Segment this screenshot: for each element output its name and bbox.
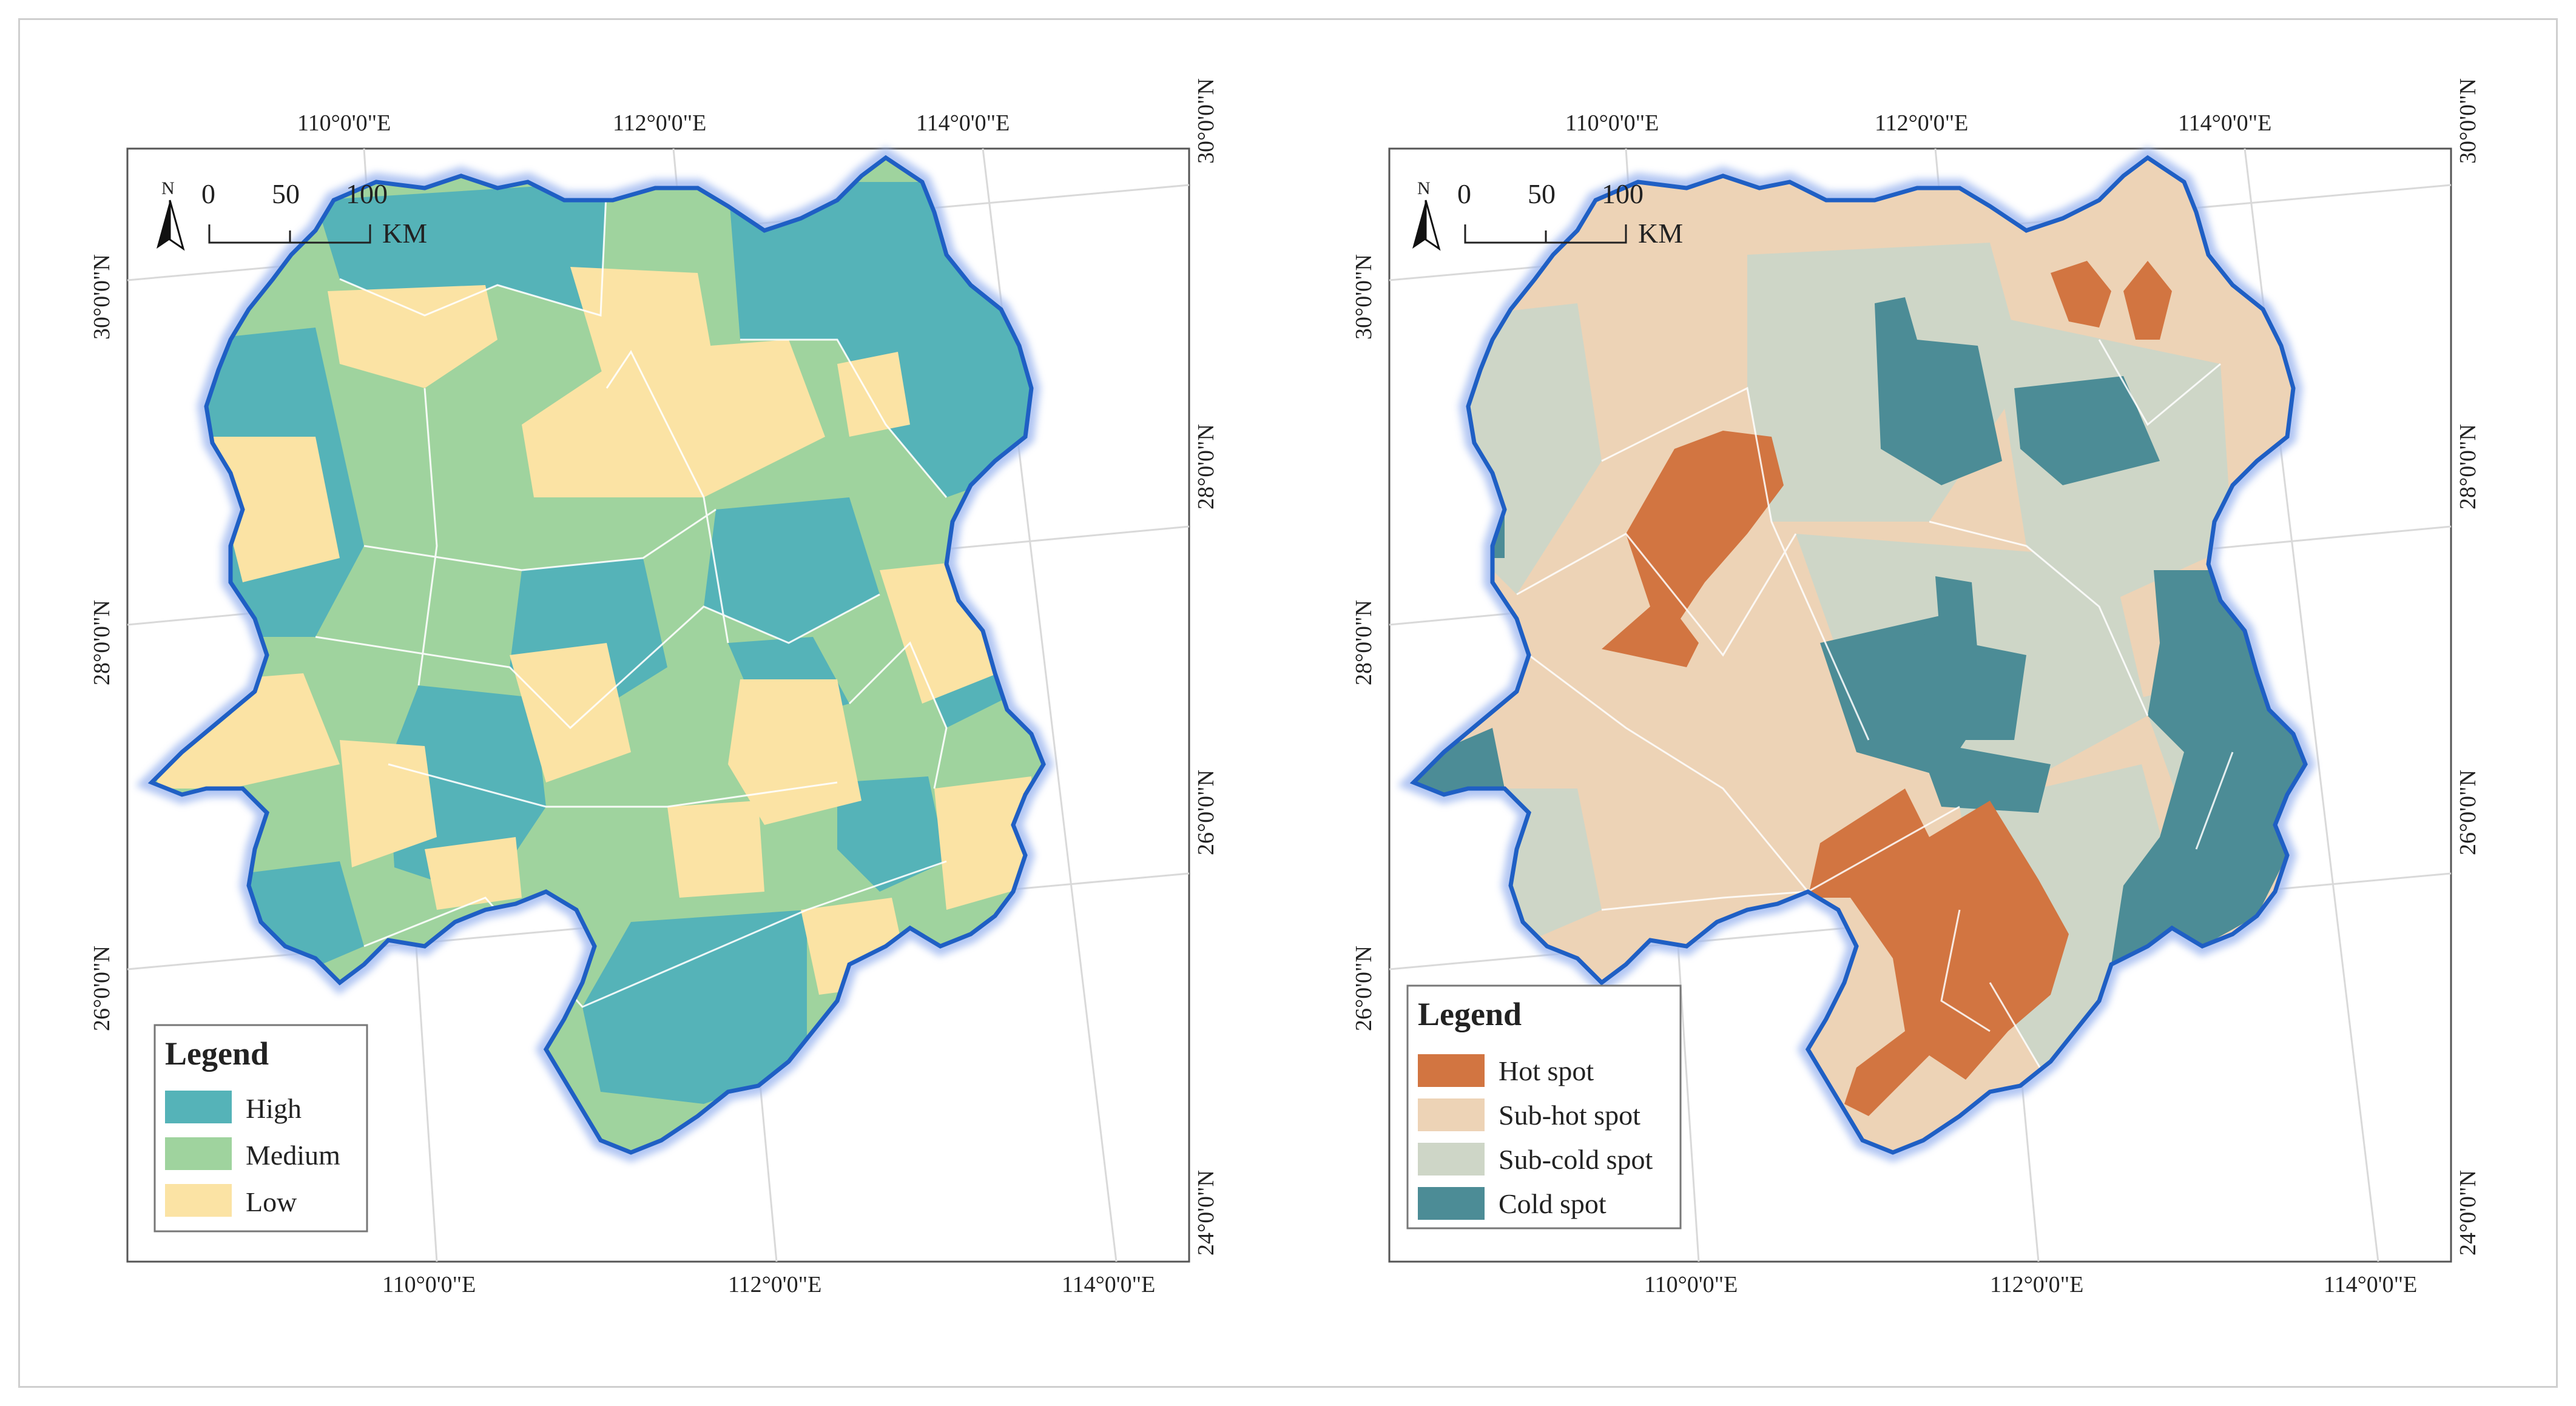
region-hot-group [1602,261,2172,1116]
legend-item-cold: Cold spot [1499,1188,1607,1219]
legend-left: Legend High Medium Low [153,1024,368,1233]
left-lat-3: 26°0'0"N [89,946,115,1031]
svg-text:100: 100 [1602,178,1644,209]
left-lat-1: 30°0'0"N [89,254,115,340]
legend-item-hot: Hot spot [1499,1055,1594,1086]
region-low-group [152,267,1031,995]
svg-text:N: N [1417,178,1431,198]
svg-text:KM: KM [382,218,427,249]
left-bottom-lon-1: 110°0'0"E [382,1272,476,1297]
r-right-lat-2: 28°0'0"N [2455,424,2481,510]
r-left-lat-3: 26°0'0"N [1351,946,1377,1031]
map-left-frame [126,147,1190,1263]
r-left-lat-1: 30°0'0"N [1351,254,1377,340]
right-lat-2: 28°0'0"N [1193,424,1219,510]
legend-item-sub-hot: Sub-hot spot [1499,1100,1640,1131]
legend-item-sub-cold: Sub-cold spot [1499,1144,1653,1175]
figure-border [18,18,2558,1388]
legend-right: Legend Hot spot Sub-hot spot Sub-cold sp… [1406,984,1682,1229]
r-right-lat-3: 26°0'0"N [2455,770,2481,855]
svg-text:100: 100 [346,178,388,209]
left-top-lon-1: 110°0'0"E [297,110,391,136]
legend-item-medium: Medium [246,1140,340,1171]
right-lat-4: 24°0'0"N [1193,1170,1219,1256]
map-left: 110°0'0"E 112°0'0"E 114°0'0"E 110°0'0"E … [89,78,1219,1297]
svg-text:N: N [161,178,175,198]
legend-title: Legend [1418,996,1522,1032]
r-top-lon-1: 110°0'0"E [1565,110,1659,136]
north-arrow-icon: N [1412,178,1441,251]
scale-bar: 0 50 100 KM [201,178,427,249]
r-bottom-lon-3: 114°0'0"E [2324,1272,2417,1297]
left-lat-2: 28°0'0"N [89,600,115,685]
svg-text:50: 50 [272,178,300,209]
r-right-lat-4: 24°0'0"N [2455,1170,2481,1256]
legend-item-high: High [246,1093,302,1124]
map-right: 110°0'0"E 112°0'0"E 114°0'0"E 110°0'0"E … [1351,78,2481,1297]
r-top-lon-3: 114°0'0"E [2178,110,2271,136]
left-top-lon-3: 114°0'0"E [916,110,1010,136]
svg-text:50: 50 [1528,178,1556,209]
svg-text:KM: KM [1638,218,1683,249]
legend-title: Legend [165,1035,269,1072]
r-bottom-lon-2: 112°0'0"E [1990,1272,2083,1297]
r-bottom-lon-1: 110°0'0"E [1644,1272,1738,1297]
left-top-lon-2: 112°0'0"E [613,110,706,136]
r-right-lat-1: 30°0'0"N [2455,78,2481,164]
svg-text:0: 0 [1457,178,1471,209]
scale-bar: 0 50 100 KM [1457,178,1683,249]
legend-item-low: Low [246,1186,297,1217]
right-lat-3: 26°0'0"N [1193,770,1219,855]
map-right-frame [1388,147,2452,1263]
svg-text:0: 0 [201,178,215,209]
right-lat-1: 30°0'0"N [1193,78,1219,164]
north-arrow-icon: N [157,178,185,251]
r-left-lat-2: 28°0'0"N [1351,600,1377,685]
left-bottom-lon-2: 112°0'0"E [728,1272,821,1297]
left-bottom-lon-3: 114°0'0"E [1062,1272,1155,1297]
r-top-lon-2: 112°0'0"E [1875,110,1968,136]
